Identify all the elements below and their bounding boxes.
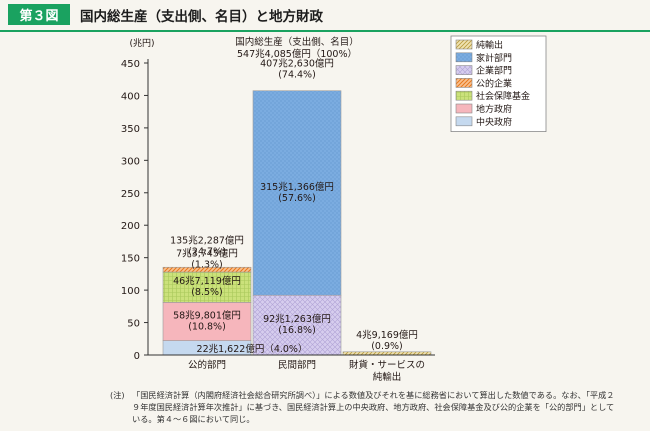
data-label: 58兆9,801億円 — [173, 309, 241, 321]
x-category-label: 公的部門 — [188, 359, 226, 371]
footnote-text: 「国民経済計算（内閣府経済社会総合研究所調べ）」による数値及びそれを基に総務省に… — [132, 390, 615, 424]
footnote-label: (注) — [110, 390, 125, 400]
legend-swatch-central — [455, 116, 473, 127]
legend-swatch-corp — [455, 65, 473, 75]
data-label-pct: (74.4%) — [278, 70, 316, 81]
data-label: 4兆9,169億円 — [356, 329, 418, 341]
y-tick-label: 0 — [134, 351, 140, 362]
data-label-pct: (10.8%) — [188, 321, 226, 332]
plot-area: 0 50 100 150 200 250 300 350 400 450 (兆円) 公的部門 民間部門 財… — [121, 35, 547, 383]
legend-swatch-pubcorp — [455, 78, 473, 88]
bar-segment-pubcorp — [162, 266, 252, 273]
y-tick-label: 50 — [127, 319, 140, 330]
data-label: 92兆1,263億円 — [263, 313, 331, 325]
y-tick-label: 200 — [121, 221, 140, 232]
y-tick-label: 350 — [121, 124, 140, 135]
data-label-pct: (0.9%) — [371, 341, 403, 352]
legend-label: 中央政府 — [476, 116, 512, 128]
x-category-label: 財貨・サービスの — [349, 359, 425, 371]
data-label: 315兆1,366億円 — [260, 181, 334, 193]
data-label: 7兆3,745億円 — [176, 247, 238, 259]
data-label-pct: (57.6%) — [278, 193, 316, 204]
y-axis-unit-label: (兆円) — [129, 38, 154, 49]
data-label: 46兆7,119億円 — [173, 275, 241, 287]
total-value: 547兆4,085億円（100%） — [237, 48, 357, 60]
legend-label: 公的企業 — [476, 77, 512, 89]
legend-swatch-netexp — [455, 39, 473, 50]
figure-title: 国内総生産（支出側、名目）と地方財政 — [80, 9, 323, 25]
legend-label: 地方政府 — [476, 103, 512, 115]
bar-segment-social — [162, 271, 252, 303]
stacked-bar-chart: 0 50 100 150 200 250 300 350 400 450 (兆円) 公的部門 民間部門 財… — [121, 35, 547, 383]
y-tick-label: 300 — [121, 156, 140, 167]
bar-segment-household — [252, 90, 342, 296]
legend-label: 社会保障基金 — [476, 90, 530, 102]
legend-label: 純輸出 — [476, 39, 503, 51]
data-label: 22兆1,622億円（4.0%） — [197, 343, 308, 355]
data-label: 407兆2,630億円 — [260, 58, 334, 70]
data-label-pct: (24.7%) — [188, 246, 226, 257]
y-tick-label: 400 — [121, 91, 140, 102]
y-tick-label: 100 — [121, 286, 140, 297]
legend-swatch-household — [455, 52, 473, 63]
data-label-pct: (16.8%) — [278, 325, 316, 336]
total-title: 国内総生産（支出側、名目） — [235, 36, 359, 48]
data-label-pct: (1.3%) — [191, 259, 223, 270]
figure-header: 第３図 国内総生産（支出側、名目）と地方財政 — [0, 0, 650, 32]
legend-swatch-local — [455, 103, 473, 114]
legend-swatch-social — [455, 90, 473, 101]
data-label: 135兆2,287億円 — [170, 234, 244, 246]
figure-number-badge: 第３図 — [8, 4, 70, 25]
y-tick-label: 250 — [121, 189, 140, 200]
legend-label: 企業部門 — [476, 65, 512, 77]
y-tick-label: 450 — [121, 59, 140, 70]
legend-label: 家計部門 — [476, 52, 512, 64]
x-category-label: 民間部門 — [278, 359, 316, 371]
bar-segment-corp — [252, 294, 342, 356]
y-tick-label: 150 — [121, 254, 140, 265]
data-label-pct: (8.5%) — [191, 287, 223, 298]
x-category-label-line2: 純輸出 — [373, 371, 402, 383]
bar-segment-local — [162, 302, 252, 341]
